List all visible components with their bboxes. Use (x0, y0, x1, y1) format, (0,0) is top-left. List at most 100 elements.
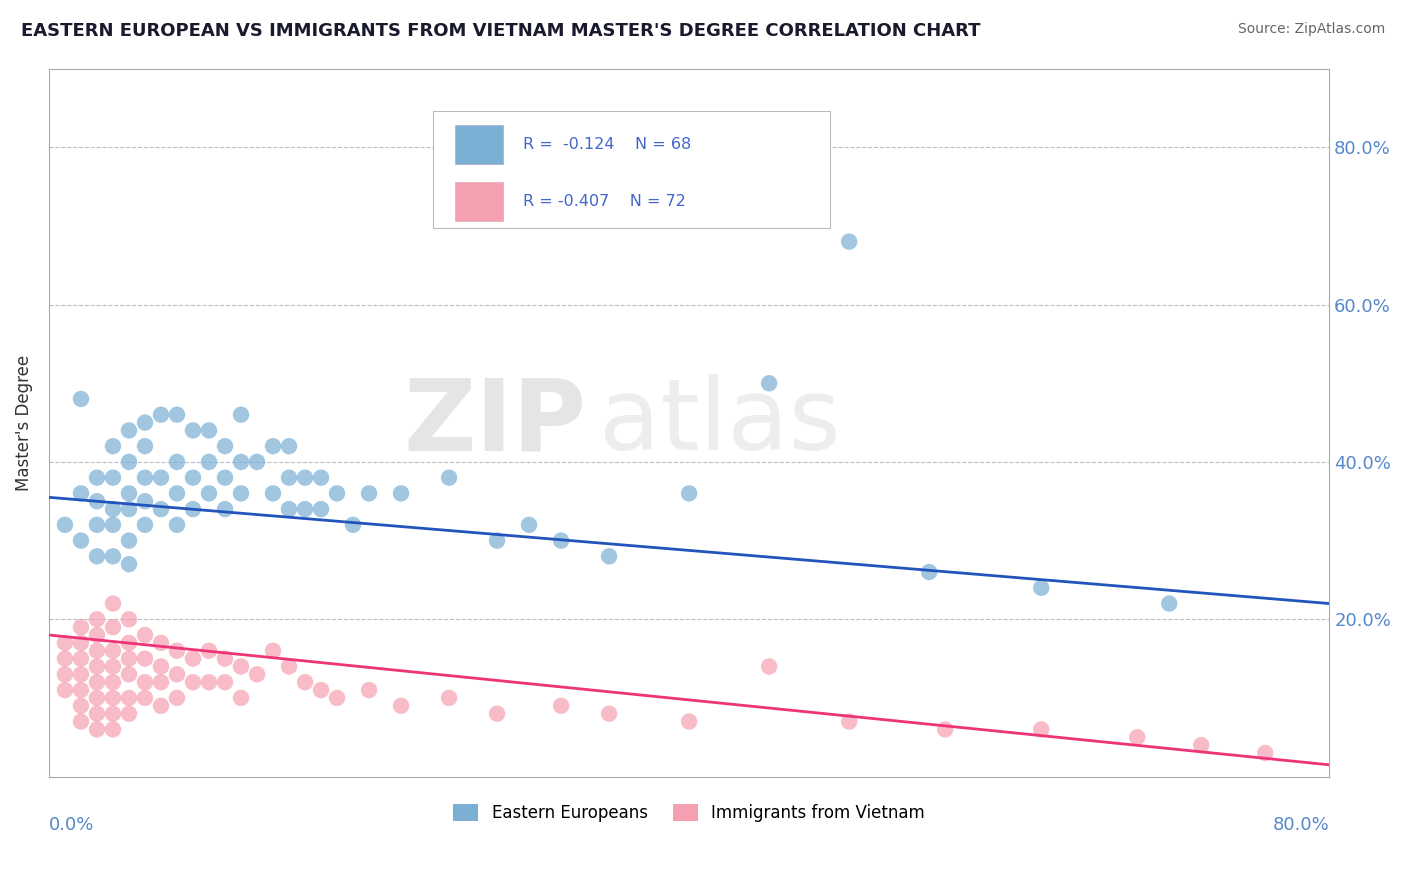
Point (1159, 597, 1181, 611)
Point (262, 486, 284, 500)
FancyBboxPatch shape (433, 111, 830, 227)
Point (150, 408, 173, 422)
Point (53, 683, 76, 698)
Point (101, 644, 124, 658)
Point (150, 502, 173, 516)
Y-axis label: Master's Degree: Master's Degree (15, 354, 32, 491)
Point (550, 533, 572, 548)
Point (342, 517, 364, 532)
Point (181, 470, 204, 484)
Point (118, 636, 141, 650)
Point (166, 408, 188, 422)
Point (53, 667, 76, 681)
Point (1254, 746, 1277, 760)
Point (150, 675, 173, 690)
Point (134, 470, 156, 484)
Point (150, 470, 173, 484)
Point (166, 455, 188, 469)
Point (166, 690, 188, 705)
Point (678, 486, 700, 500)
Point (918, 565, 941, 579)
Point (86, 706, 108, 721)
Point (86, 659, 108, 673)
Point (70, 651, 93, 665)
Point (294, 502, 316, 516)
Point (357, 486, 380, 500)
Point (134, 675, 156, 690)
Point (550, 698, 572, 713)
Point (838, 714, 860, 729)
Point (70, 698, 93, 713)
Point (198, 644, 221, 658)
Point (838, 235, 860, 249)
Point (214, 439, 236, 453)
Text: atlas: atlas (599, 374, 841, 471)
Point (118, 690, 141, 705)
Point (326, 690, 349, 705)
FancyBboxPatch shape (454, 182, 503, 220)
Point (389, 486, 412, 500)
Point (101, 549, 124, 564)
Point (118, 706, 141, 721)
Point (309, 502, 332, 516)
Point (181, 675, 204, 690)
Point (517, 517, 540, 532)
Text: 80.0%: 80.0% (1272, 815, 1329, 833)
Point (309, 683, 332, 698)
Point (294, 470, 316, 484)
Point (598, 706, 620, 721)
Point (53, 651, 76, 665)
Point (101, 470, 124, 484)
Point (118, 486, 141, 500)
Point (198, 675, 221, 690)
Point (101, 517, 124, 532)
Point (181, 651, 204, 665)
Point (309, 470, 332, 484)
Point (437, 470, 460, 484)
Point (246, 455, 269, 469)
Point (118, 651, 141, 665)
Point (53, 636, 76, 650)
Point (1126, 731, 1149, 745)
Point (118, 455, 141, 469)
Point (198, 455, 221, 469)
Point (934, 723, 956, 737)
Point (1031, 723, 1053, 737)
FancyBboxPatch shape (454, 125, 503, 164)
Point (70, 667, 93, 681)
Point (134, 439, 156, 453)
Point (118, 558, 141, 572)
Point (278, 502, 301, 516)
Point (134, 416, 156, 430)
Point (229, 659, 252, 673)
Point (134, 690, 156, 705)
Text: 0.0%: 0.0% (49, 815, 94, 833)
Point (166, 517, 188, 532)
Point (118, 502, 141, 516)
Point (101, 675, 124, 690)
Point (86, 644, 108, 658)
Point (262, 439, 284, 453)
Point (101, 439, 124, 453)
Point (70, 714, 93, 729)
Point (86, 675, 108, 690)
Point (198, 424, 221, 438)
Point (166, 486, 188, 500)
Point (150, 698, 173, 713)
Point (118, 424, 141, 438)
Point (214, 502, 236, 516)
Legend: Eastern Europeans, Immigrants from Vietnam: Eastern Europeans, Immigrants from Vietn… (447, 797, 932, 829)
Point (70, 683, 93, 698)
Point (278, 439, 301, 453)
Point (101, 620, 124, 634)
Point (86, 517, 108, 532)
Point (101, 706, 124, 721)
Point (134, 494, 156, 508)
Point (70, 486, 93, 500)
Point (166, 667, 188, 681)
Point (486, 533, 509, 548)
Point (486, 706, 509, 721)
Point (181, 424, 204, 438)
Point (229, 486, 252, 500)
Point (229, 690, 252, 705)
